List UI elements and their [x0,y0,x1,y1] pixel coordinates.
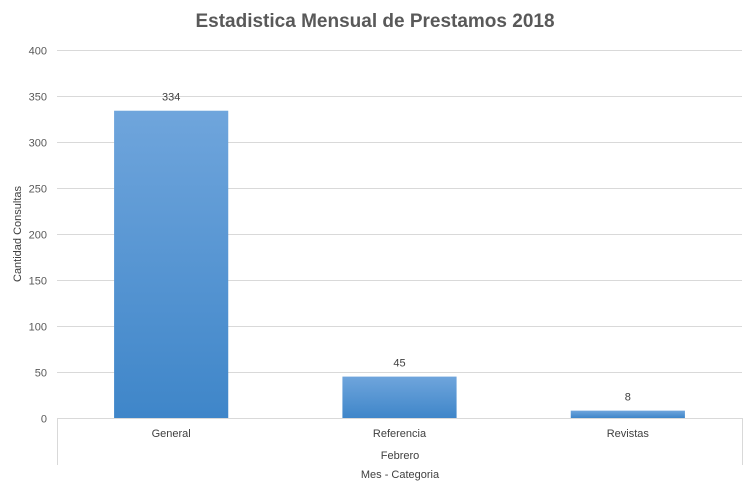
data-label: 334 [162,92,180,104]
x-tick-label: Revistas [607,428,650,440]
chart-title: Estadistica Mensual de Prestamos 2018 [195,11,554,32]
x-tick-label: Referencia [373,428,427,440]
y-tick-label: 350 [29,92,47,104]
y-tick-label: 400 [29,46,47,58]
y-tick-label: 250 [29,184,47,196]
bar-revistas [570,410,685,418]
y-axis-title: Cantidad Consultas [12,186,24,283]
y-tick-label: 200 [29,230,47,242]
group-label: Febrero [381,450,420,462]
data-label: 8 [625,392,631,404]
y-tick-label: 300 [29,138,47,150]
y-tick-label: 50 [35,368,47,380]
bar-referencia [342,376,457,418]
bar-general [114,110,229,418]
x-axis-title: Mes - Categoria [361,469,440,481]
data-label: 45 [393,358,405,370]
y-tick-label: 0 [41,414,47,426]
x-tick-label: General [152,428,191,440]
y-tick-label: 150 [29,276,47,288]
y-tick-label: 100 [29,322,47,334]
